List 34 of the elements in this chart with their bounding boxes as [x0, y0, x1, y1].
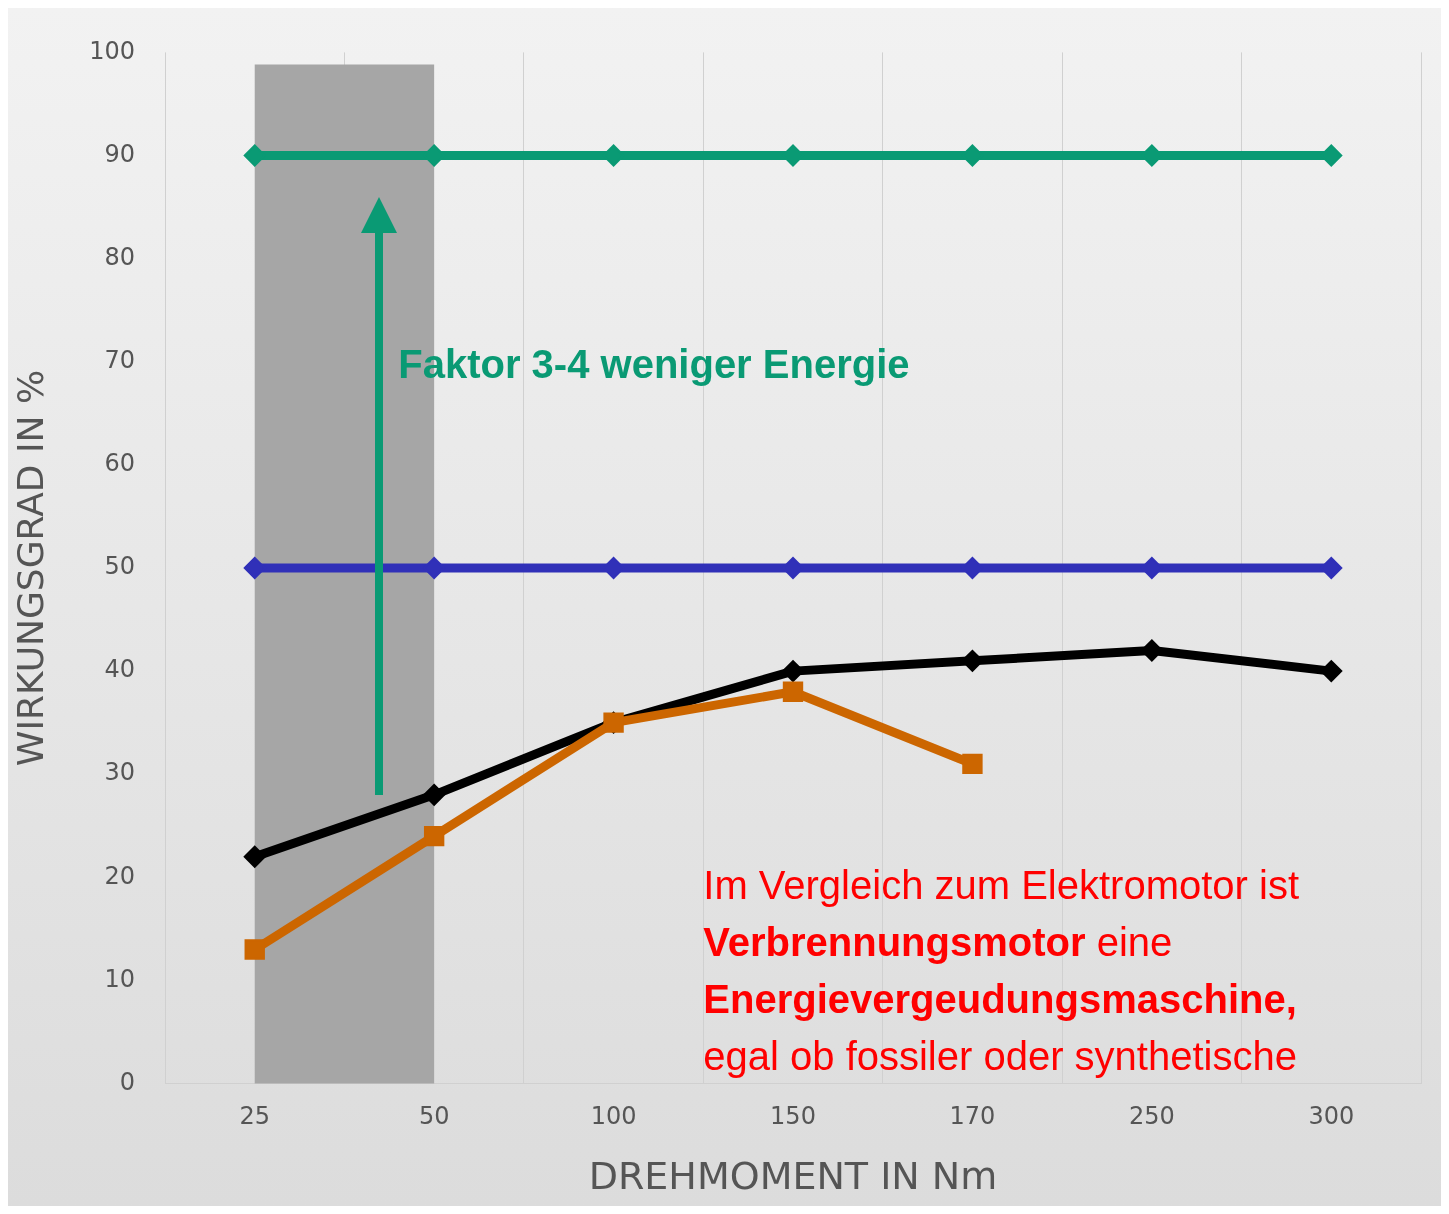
point: [243, 845, 266, 868]
point: [423, 783, 446, 806]
point: [962, 753, 983, 775]
annotation: Verbrennungsmotor eine: [703, 918, 1174, 966]
x-axis-title: DREHMOMENT IN Nm: [588, 1154, 998, 1199]
y-tick-label: 100: [89, 36, 136, 65]
annotation: Faktor 3-4 weniger Energie: [398, 341, 910, 387]
x-tick-label: 25: [239, 1102, 270, 1131]
y-tick-label: 80: [104, 242, 136, 271]
x-tick-label: 50: [418, 1102, 450, 1131]
y-tick-label: 10: [104, 964, 136, 993]
point: [244, 939, 265, 960]
y-axis-title: WIRKUNGSGRAD IN %: [9, 369, 51, 767]
y-tick-label: 0: [119, 1067, 136, 1096]
point: [782, 660, 804, 683]
point: [782, 557, 804, 579]
point: [1320, 660, 1343, 683]
x-tick-label: 300: [1308, 1102, 1355, 1131]
point: [423, 825, 445, 847]
y-tick-label: 90: [104, 139, 136, 168]
annotation: egal ob fossiler oder synthetische: [703, 1032, 1298, 1080]
x-tick-label: 170: [949, 1102, 996, 1131]
y-tick-label: 30: [104, 758, 136, 787]
point: [782, 681, 804, 702]
y-tick-label: 20: [104, 861, 136, 890]
x-tick-label: 150: [770, 1102, 816, 1131]
x-tick-label: 100: [590, 1102, 637, 1131]
x-tick-label: 250: [1128, 1102, 1175, 1131]
y-tick-label: 70: [104, 345, 136, 374]
annotation: Im Vergleich zum Elektromotor ist: [703, 861, 1300, 909]
y-tick-label: 40: [104, 655, 136, 684]
y-tick-label: 60: [104, 449, 136, 478]
y-tick-label: 50: [104, 552, 136, 581]
annotation: Energievergeudungsmaschine,: [703, 975, 1298, 1023]
